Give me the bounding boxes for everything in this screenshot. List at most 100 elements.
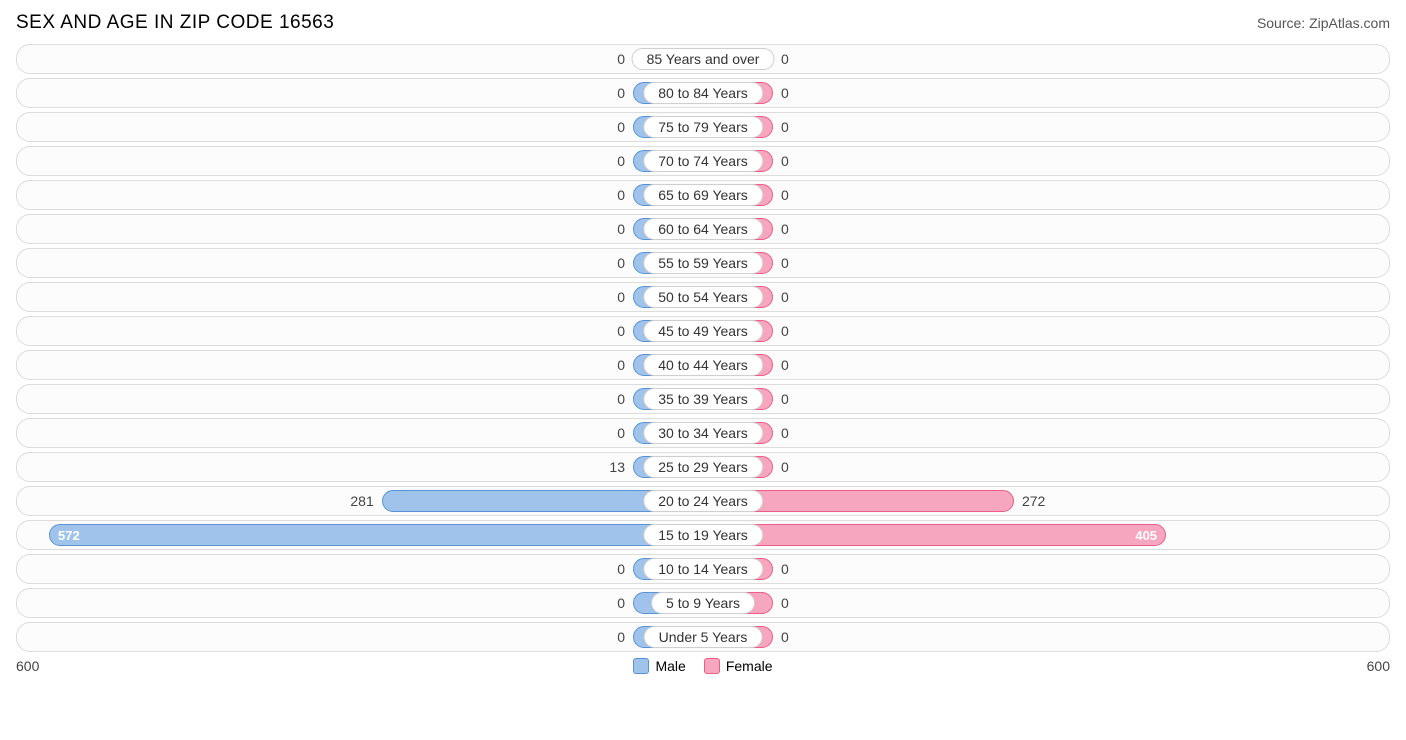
legend-female: Female xyxy=(704,658,773,674)
category-pill: 55 to 59 Years xyxy=(643,252,763,274)
male-value-label: 0 xyxy=(609,221,633,237)
male-half: 572 xyxy=(17,521,703,549)
female-half: 0 xyxy=(703,453,1389,481)
pyramid-row: 0 0 70 to 74 Years xyxy=(16,146,1390,176)
female-half: 0 xyxy=(703,45,1389,73)
female-half: 0 xyxy=(703,283,1389,311)
male-value-label: 0 xyxy=(609,561,633,577)
male-half: 0 xyxy=(17,385,703,413)
category-pill: 80 to 84 Years xyxy=(643,82,763,104)
category-pill: 5 to 9 Years xyxy=(651,592,755,614)
female-half: 0 xyxy=(703,385,1389,413)
chart-source: Source: ZipAtlas.com xyxy=(1257,15,1390,31)
male-half: 0 xyxy=(17,181,703,209)
female-half: 0 xyxy=(703,555,1389,583)
female-half: 0 xyxy=(703,249,1389,277)
category-pill: 75 to 79 Years xyxy=(643,116,763,138)
pyramid-row: 0 0 55 to 59 Years xyxy=(16,248,1390,278)
male-half: 0 xyxy=(17,623,703,651)
male-value-label: 0 xyxy=(609,595,633,611)
female-value-label: 0 xyxy=(773,289,797,305)
category-pill: 20 to 24 Years xyxy=(643,490,763,512)
female-half: 0 xyxy=(703,215,1389,243)
male-half: 0 xyxy=(17,249,703,277)
female-half: 0 xyxy=(703,351,1389,379)
pyramid-row: 281 272 20 to 24 Years xyxy=(16,486,1390,516)
pyramid-row: 00Under 5 Years xyxy=(16,622,1390,652)
female-value-label: 0 xyxy=(773,255,797,271)
male-value-label: 13 xyxy=(601,459,633,475)
male-half: 0 xyxy=(17,283,703,311)
chart-area: 0085 Years and over0080 to 84 Years0075 … xyxy=(16,44,1390,652)
legend: Male Female xyxy=(633,658,772,674)
male-half: 281 xyxy=(17,487,703,515)
male-half: 13 xyxy=(17,453,703,481)
category-pill: 85 Years and over xyxy=(632,48,775,70)
category-pill: 10 to 14 Years xyxy=(643,558,763,580)
female-value-label: 0 xyxy=(773,357,797,373)
female-value-label: 0 xyxy=(773,323,797,339)
pyramid-row: 13 0 25 to 29 Years xyxy=(16,452,1390,482)
category-pill: 45 to 49 Years xyxy=(643,320,763,342)
category-pill: 70 to 74 Years xyxy=(643,150,763,172)
male-value-label: 0 xyxy=(609,85,633,101)
axis-right-label: 600 xyxy=(1367,658,1390,674)
male-value-label: 0 xyxy=(609,153,633,169)
chart-title: SEX AND AGE IN ZIP CODE 16563 xyxy=(16,12,334,34)
category-pill: 30 to 34 Years xyxy=(643,422,763,444)
category-pill: 65 to 69 Years xyxy=(643,184,763,206)
axis-left-label: 600 xyxy=(16,658,39,674)
category-pill: 35 to 39 Years xyxy=(643,388,763,410)
female-half: 405 xyxy=(703,521,1389,549)
female-half: 0 xyxy=(703,589,1389,617)
female-bar: 405 xyxy=(703,524,1166,546)
male-value-label: 0 xyxy=(609,51,633,67)
female-value-label: 0 xyxy=(773,629,797,645)
pyramid-row: 0 0 5 to 9 Years xyxy=(16,588,1390,618)
category-pill: 60 to 64 Years xyxy=(643,218,763,240)
category-pill: 25 to 29 Years xyxy=(643,456,763,478)
pyramid-row: 0 0 10 to 14 Years xyxy=(16,554,1390,584)
male-value-label: 0 xyxy=(609,323,633,339)
male-value-label: 0 xyxy=(609,255,633,271)
female-half: 0 xyxy=(703,147,1389,175)
female-value-label: 0 xyxy=(773,187,797,203)
male-half: 0 xyxy=(17,419,703,447)
female-value-label: 0 xyxy=(773,561,797,577)
female-value-label: 272 xyxy=(1014,493,1053,509)
legend-female-label: Female xyxy=(726,658,773,674)
female-value-label: 0 xyxy=(773,425,797,441)
male-half: 0 xyxy=(17,589,703,617)
female-value-label: 0 xyxy=(773,153,797,169)
chart-header: SEX AND AGE IN ZIP CODE 16563 Source: Zi… xyxy=(16,12,1390,34)
female-value-label: 0 xyxy=(773,221,797,237)
female-half: 0 xyxy=(703,419,1389,447)
male-value-label: 0 xyxy=(609,425,633,441)
female-value-label: 0 xyxy=(773,85,797,101)
male-half: 0 xyxy=(17,555,703,583)
category-pill: 15 to 19 Years xyxy=(643,524,763,546)
pyramid-row: 0 0 60 to 64 Years xyxy=(16,214,1390,244)
category-pill: 40 to 44 Years xyxy=(643,354,763,376)
pyramid-row: 0050 to 54 Years xyxy=(16,282,1390,312)
male-half: 0 xyxy=(17,351,703,379)
pyramid-row: 0 0 45 to 49 Years xyxy=(16,316,1390,346)
pyramid-row: 0 0 75 to 79 Years xyxy=(16,112,1390,142)
female-value-label: 0 xyxy=(773,595,797,611)
chart-footer: 600 Male Female 600 xyxy=(16,658,1390,674)
male-value-label: 0 xyxy=(609,391,633,407)
legend-female-swatch xyxy=(704,658,720,674)
male-half: 0 xyxy=(17,113,703,141)
male-value-label: 0 xyxy=(609,357,633,373)
female-value-label: 0 xyxy=(773,459,797,475)
female-value-label: 0 xyxy=(773,119,797,135)
female-value-label: 0 xyxy=(773,391,797,407)
male-value-label: 0 xyxy=(609,119,633,135)
male-half: 0 xyxy=(17,45,703,73)
female-half: 0 xyxy=(703,113,1389,141)
pyramid-row: 0065 to 69 Years xyxy=(16,180,1390,210)
male-half: 0 xyxy=(17,215,703,243)
female-half: 0 xyxy=(703,623,1389,651)
female-half: 0 xyxy=(703,317,1389,345)
pyramid-row: 0 0 30 to 34 Years xyxy=(16,418,1390,448)
